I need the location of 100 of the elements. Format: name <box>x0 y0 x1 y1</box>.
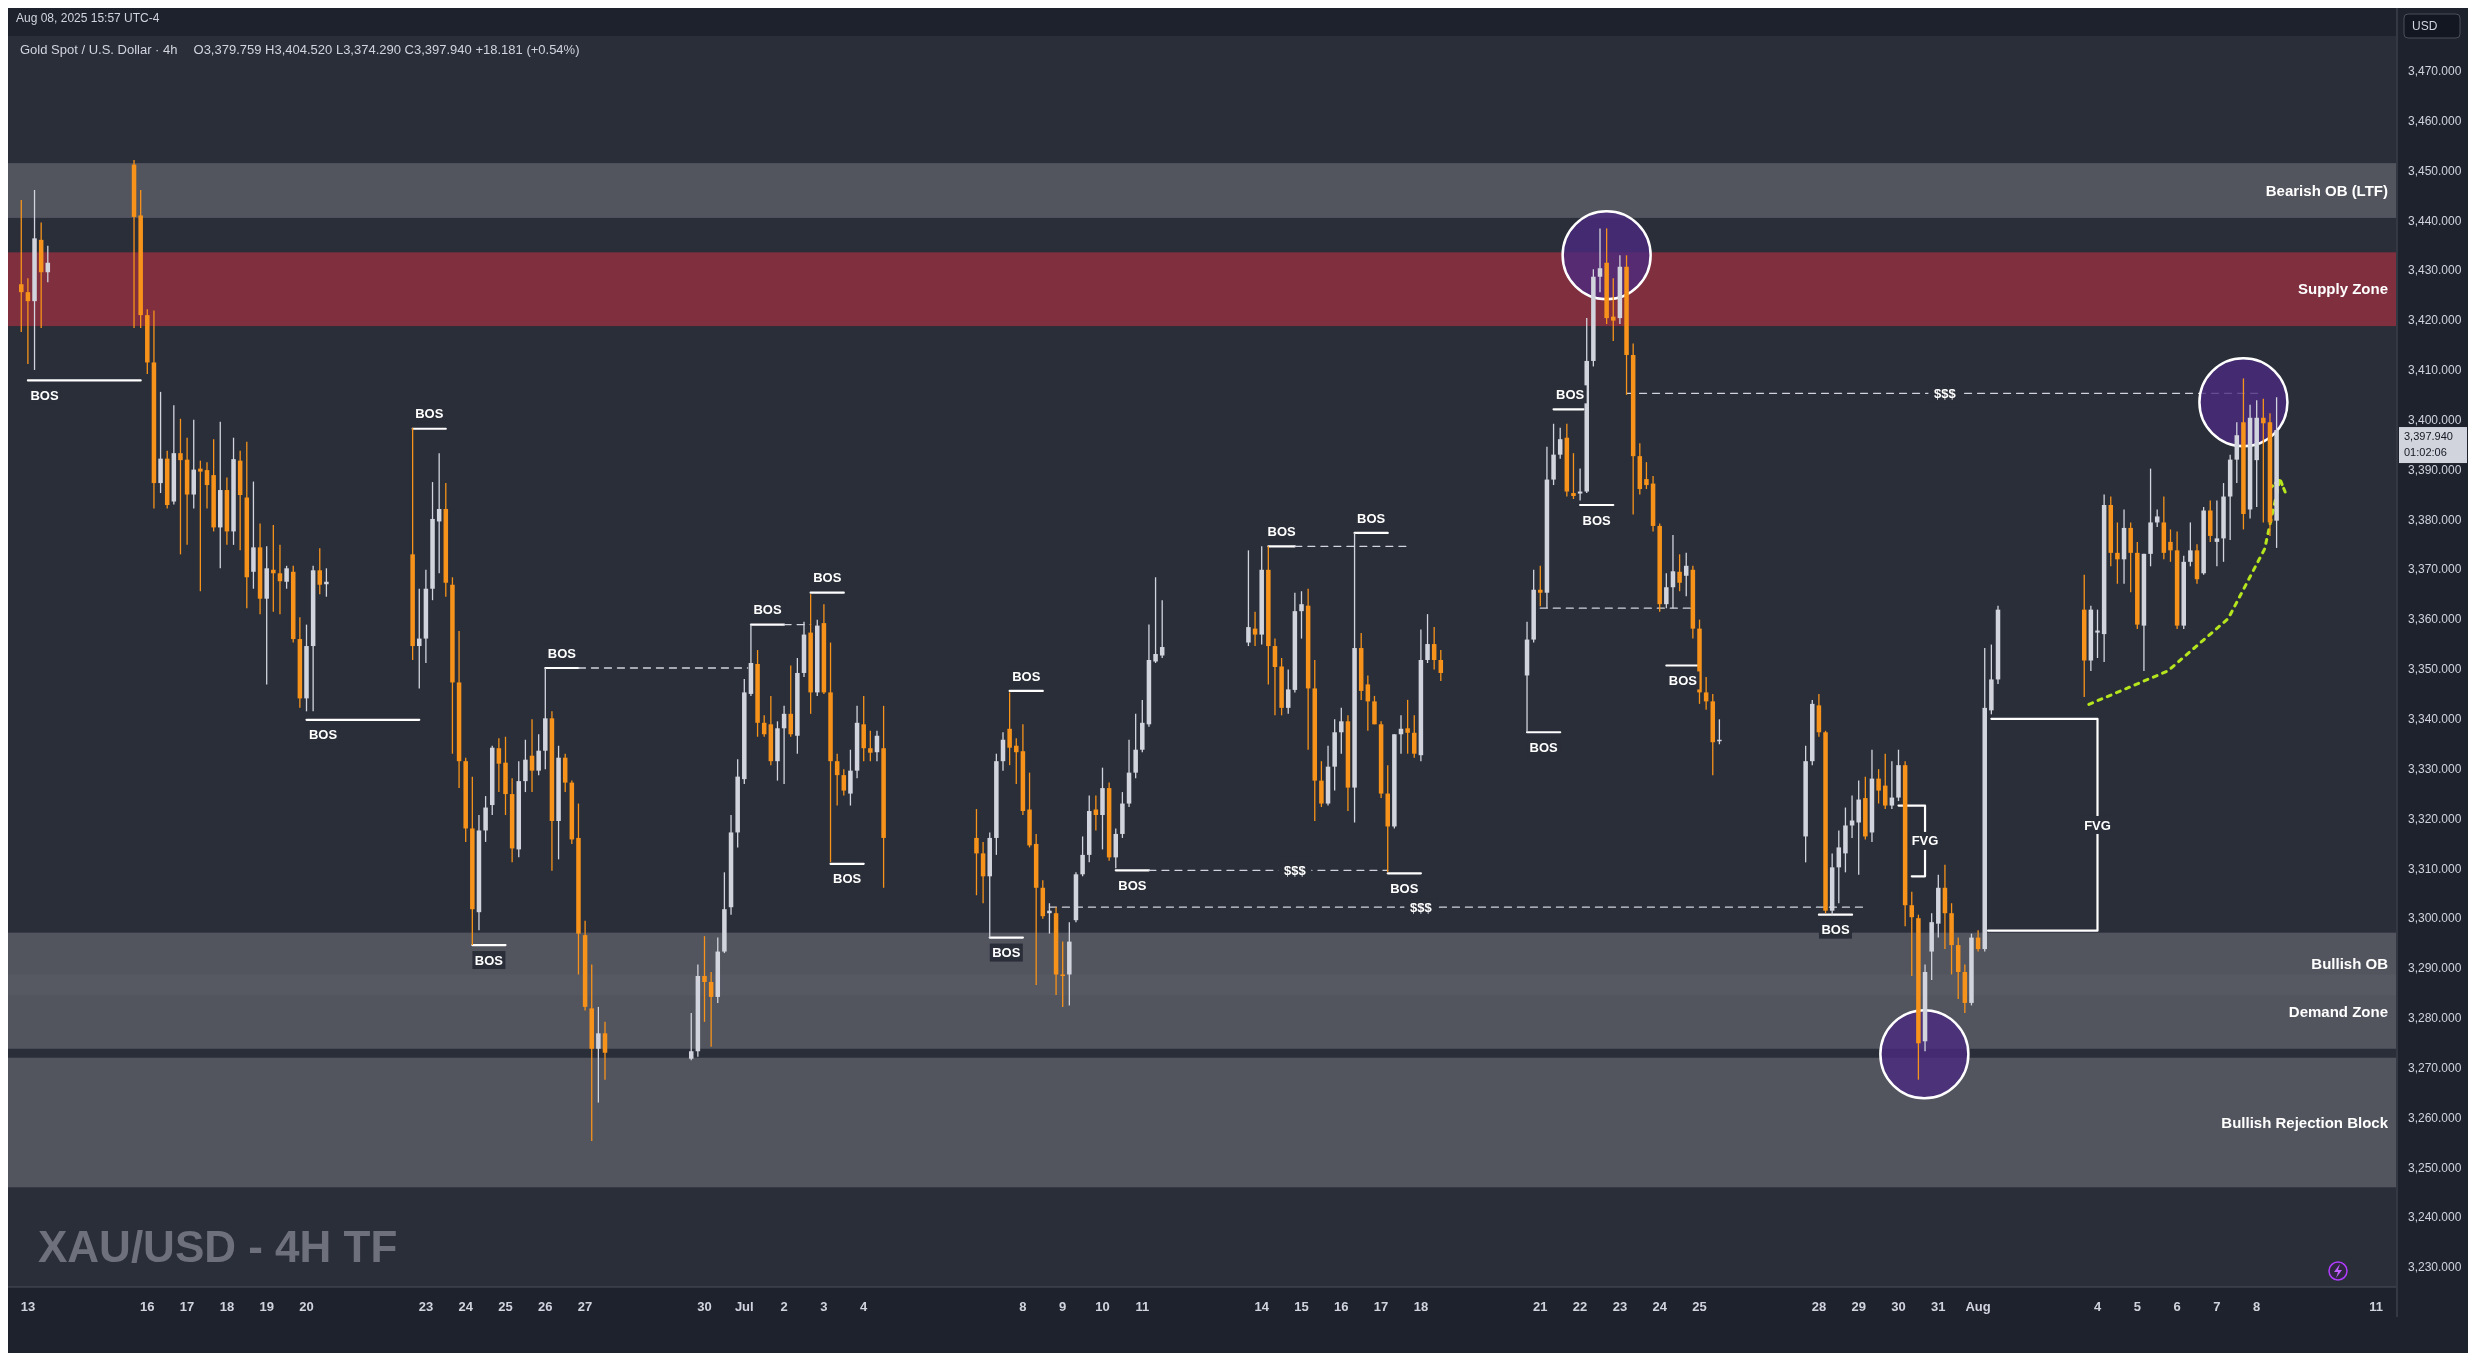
annotation: BOS <box>309 727 338 743</box>
annotation: BOS <box>992 945 1021 961</box>
x-tick-label: 22 <box>1572 1298 1588 1314</box>
band-label: Bearish OB (LTF) <box>2265 181 2388 199</box>
x-tick-label: 7 <box>2213 1298 2221 1314</box>
band-label: Supply Zone <box>2298 280 2388 298</box>
x-tick-label: 5 <box>2133 1298 2141 1314</box>
x-tick-label: 30 <box>1891 1298 1906 1314</box>
band-label: Demand Zone <box>2288 1002 2388 1020</box>
x-tick-label: Aug <box>1965 1298 1991 1314</box>
annotation: $$$ <box>1410 899 1433 915</box>
x-tick-label: 8 <box>2253 1298 2261 1314</box>
x-tick-label: 8 <box>1019 1298 1027 1314</box>
y-tick-label: 3,440.000 <box>2408 213 2462 228</box>
text: Aug 08, 2025 15:57 UTC-4 <box>16 11 160 26</box>
x-tick-label: 2 <box>780 1298 788 1314</box>
annotation: BOS <box>1556 386 1585 402</box>
annotation: BOS <box>1821 922 1850 938</box>
x-tick-label: 11 <box>1135 1298 1150 1314</box>
x-tick-label: 24 <box>458 1298 474 1314</box>
x-tick-label: 13 <box>20 1298 36 1314</box>
annotation: BOS <box>1357 510 1386 526</box>
chart-subtitle: O3,379.759 H3,404.520 L3,374.290 C3,397.940 +18.181 (+0.54%) <box>193 41 580 57</box>
x-tick-label: Jul <box>734 1298 754 1314</box>
annotation: BOS <box>833 871 862 887</box>
x-tick-label: 14 <box>1254 1298 1270 1314</box>
x-tick-label: 18 <box>219 1298 235 1314</box>
x-tick-label: 11 <box>2369 1298 2383 1314</box>
y-tick-label: 3,390.000 <box>2408 462 2462 477</box>
x-tick-label: 10 <box>1095 1298 1110 1314</box>
annotation: $$$ <box>1934 385 1957 401</box>
x-tick-label: 25 <box>498 1298 513 1314</box>
x-tick-label: 18 <box>1413 1298 1429 1314</box>
annotation: BOS <box>547 645 577 661</box>
annotation: BOS <box>1582 512 1612 528</box>
y-tick-label: 3,420.000 <box>2408 313 2462 328</box>
y-tick-label: 3,370.000 <box>2408 562 2462 577</box>
band-label: Bullish OB <box>2311 955 2389 973</box>
x-tick-label: 17 <box>179 1298 195 1314</box>
y-tick-label: 3,430.000 <box>2408 263 2462 278</box>
y-tick-label: 3,230.000 <box>2408 1260 2462 1275</box>
y-tick-label: 3,330.000 <box>2408 761 2462 776</box>
x-tick-label: 29 <box>1851 1298 1866 1314</box>
x-tick-label: 21 <box>1533 1298 1548 1314</box>
x-tick-label: 30 <box>697 1298 712 1314</box>
x-tick-label: 4 <box>2093 1298 2102 1314</box>
annotation: FVG <box>1911 833 1939 849</box>
y-tick-label: 3,260.000 <box>2408 1110 2462 1125</box>
text: 01:02:06 <box>2404 445 2447 458</box>
y-tick-label: 3,470.000 <box>2408 64 2462 79</box>
y-tick-label: 3,380.000 <box>2408 512 2462 527</box>
x-tick-label: 15 <box>1294 1298 1309 1314</box>
annotation: BOS <box>30 387 59 403</box>
annotation: XAU/USD - 4H TF <box>38 1222 398 1272</box>
y-tick-label: 3,290.000 <box>2408 961 2462 976</box>
annotation: BOS <box>1118 878 1147 894</box>
x-tick-label: 3 <box>820 1298 828 1314</box>
x-tick-label: 4 <box>860 1298 869 1314</box>
x-tick-label: 26 <box>538 1298 553 1314</box>
y-tick-label: 3,340.000 <box>2408 712 2462 727</box>
annotation: BOS <box>1012 668 1041 684</box>
x-tick-label: 9 <box>1059 1298 1067 1314</box>
y-tick-label: 3,460.000 <box>2408 113 2462 128</box>
x-tick-label: 28 <box>1811 1298 1827 1314</box>
text: 3,397.940 <box>2404 429 2453 442</box>
y-tick-label: 3,280.000 <box>2408 1011 2462 1026</box>
annotation: BOS <box>1529 739 1559 755</box>
y-tick-label: 3,400.000 <box>2408 412 2462 427</box>
y-tick-label: 3,250.000 <box>2408 1160 2462 1175</box>
x-tick-label: 23 <box>418 1298 434 1314</box>
y-tick-label: 3,310.000 <box>2408 861 2462 876</box>
annotation: $$$ <box>1284 862 1307 878</box>
x-tick-label: 16 <box>140 1298 155 1314</box>
y-tick-label: 3,410.000 <box>2408 363 2462 378</box>
x-tick-label: 16 <box>1334 1298 1349 1314</box>
x-tick-label: 25 <box>1692 1298 1707 1314</box>
band-label: Bullish Rejection Block <box>2221 1113 2389 1131</box>
x-tick-label: 27 <box>577 1298 593 1314</box>
annotation: BOS <box>1267 523 1297 539</box>
annotation: BOS <box>1390 880 1419 896</box>
y-tick-label: 3,270.000 <box>2408 1060 2462 1075</box>
annotation: BOS <box>813 570 842 586</box>
annotation: FVG <box>2084 817 2111 833</box>
y-axis-title: USD <box>2412 19 2438 34</box>
x-tick-label: 20 <box>299 1298 314 1314</box>
annotation: BOS <box>415 406 444 422</box>
annotation: BOS <box>1668 672 1698 688</box>
annotation: BOS <box>474 952 504 968</box>
y-tick-label: 3,240.000 <box>2408 1210 2462 1225</box>
y-tick-label: 3,350.000 <box>2408 662 2462 677</box>
x-tick-label: 31 <box>1931 1298 1946 1314</box>
x-tick-label: 23 <box>1612 1298 1628 1314</box>
x-tick-label: 24 <box>1652 1298 1668 1314</box>
x-tick-label: 6 <box>2173 1298 2181 1314</box>
x-tick-label: 19 <box>259 1298 274 1314</box>
annotation: BOS <box>753 602 782 618</box>
y-tick-label: 3,320.000 <box>2408 811 2462 826</box>
chart-title: Gold Spot / U.S. Dollar · 4h <box>20 41 178 57</box>
y-tick-label: 3,300.000 <box>2408 911 2462 926</box>
x-tick-label: 17 <box>1373 1298 1389 1314</box>
